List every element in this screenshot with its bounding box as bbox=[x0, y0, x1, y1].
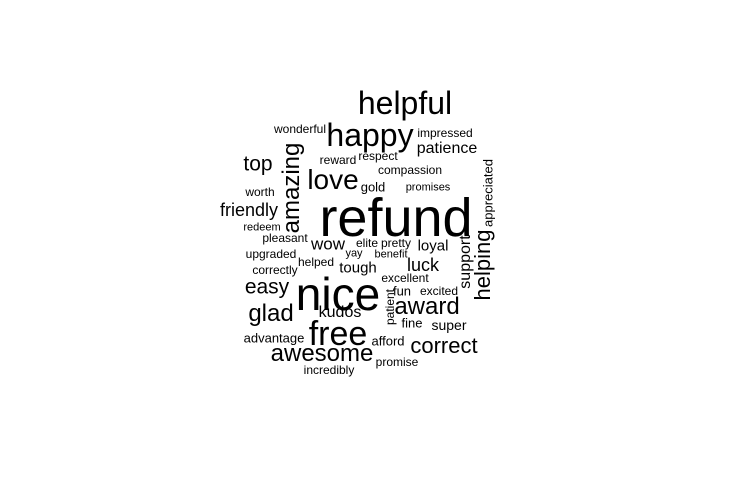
word-yay: yay bbox=[345, 247, 363, 260]
word-afford: afford bbox=[371, 333, 405, 349]
word-nice: nice bbox=[295, 268, 381, 320]
word-wow: wow bbox=[310, 234, 346, 254]
word-luck: luck bbox=[406, 255, 440, 275]
word-pretty: pretty bbox=[380, 236, 412, 250]
word-loyal: loyal bbox=[417, 237, 449, 255]
word-wonderful: wonderful bbox=[273, 122, 327, 136]
word-awesome: awesome bbox=[270, 340, 374, 367]
word-fine: fine bbox=[401, 315, 423, 331]
word-appreciated: appreciated bbox=[480, 159, 496, 227]
word-patient: patient bbox=[383, 288, 397, 326]
word-helped: helped bbox=[297, 255, 335, 269]
word-gold: gold bbox=[360, 179, 386, 195]
word-tough: tough bbox=[339, 259, 377, 277]
word-amazing: amazing bbox=[278, 142, 305, 234]
word-benefit: benefit bbox=[374, 248, 408, 261]
word-love: love bbox=[307, 164, 359, 195]
word-upgraded: upgraded bbox=[245, 247, 297, 261]
word-free: free bbox=[308, 315, 368, 353]
word-super: super bbox=[431, 317, 467, 333]
word-fun: fun bbox=[392, 283, 412, 299]
word-helping: helping bbox=[470, 229, 495, 301]
word-pleasant: pleasant bbox=[262, 231, 308, 245]
word-support: support bbox=[457, 235, 474, 289]
word-excited: excited bbox=[419, 284, 459, 298]
word-compassion: compassion bbox=[377, 163, 443, 177]
word-kudos: kudos bbox=[318, 304, 362, 321]
word-top: top bbox=[243, 152, 273, 176]
word-redeem: redeem bbox=[243, 221, 281, 234]
word-impressed: impressed bbox=[417, 126, 473, 140]
word-elite: elite bbox=[355, 236, 379, 250]
word-correctly: correctly bbox=[252, 263, 298, 277]
word-helpful: helpful bbox=[357, 85, 453, 121]
word-promises: promises bbox=[405, 181, 451, 194]
word-easy: easy bbox=[244, 275, 290, 299]
word-worth: worth bbox=[245, 185, 275, 199]
word-excellent: excellent bbox=[381, 271, 429, 285]
word-correct: correct bbox=[410, 333, 478, 358]
word-happy: happy bbox=[326, 117, 414, 153]
word-advantage: advantage bbox=[243, 330, 305, 346]
word-refund: refund bbox=[319, 188, 473, 248]
word-respect: respect bbox=[358, 149, 398, 163]
word-incredibly: incredibly bbox=[303, 363, 355, 377]
word-promise: promise bbox=[375, 355, 419, 369]
word-reward: reward bbox=[319, 153, 357, 167]
word-friendly: friendly bbox=[219, 200, 279, 220]
word-patience: patience bbox=[416, 140, 478, 157]
word-glad: glad bbox=[248, 300, 294, 327]
word-award: award bbox=[394, 293, 460, 320]
